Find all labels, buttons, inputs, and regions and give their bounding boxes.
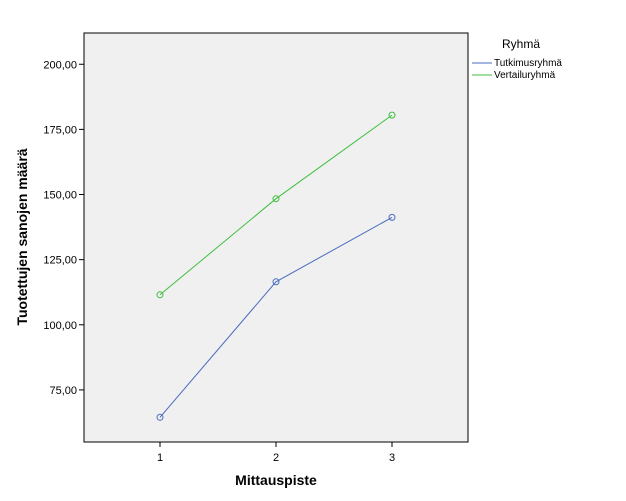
x-axis-title: Mittauspiste — [235, 472, 317, 488]
data-point — [156, 291, 164, 299]
y-tick-label: 125,00 — [43, 255, 77, 267]
legend-title: Ryhmä — [502, 37, 540, 51]
data-point — [388, 111, 396, 119]
y-axis: 75,00 100,00 125,00 150,00 175,00 200,00 — [43, 59, 84, 397]
x-axis: 1 2 3 — [157, 442, 395, 464]
x-tick-label: 2 — [273, 452, 279, 464]
y-tick-label: 150,00 — [43, 190, 77, 202]
series-layer — [156, 111, 396, 421]
y-tick-label: 175,00 — [43, 124, 77, 136]
data-point — [156, 413, 164, 421]
x-tick-label: 1 — [157, 452, 163, 464]
y-axis-title: Tuotettujen sanojen määrä — [14, 148, 30, 325]
series-line — [159, 216, 393, 418]
legend-entry: Vertailuryhmä — [494, 70, 556, 81]
data-point — [272, 195, 280, 203]
y-tick-label: 100,00 — [43, 320, 77, 332]
x-tick-label: 3 — [389, 452, 395, 464]
legend-entry: Tutkimusryhmä — [494, 58, 562, 69]
series-line — [159, 114, 393, 296]
data-point — [272, 278, 280, 286]
data-point — [388, 213, 396, 221]
y-tick-label: 200,00 — [43, 59, 77, 71]
plot-area — [83, 32, 469, 443]
y-tick-label: 75,00 — [49, 385, 77, 397]
